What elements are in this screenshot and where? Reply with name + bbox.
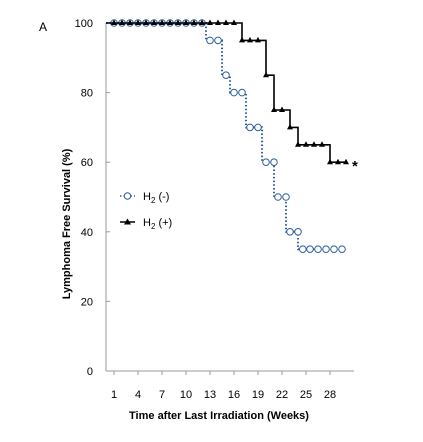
y-tick-label: 100 — [75, 18, 93, 30]
x-tick-label: 25 — [300, 389, 312, 401]
data-point — [199, 19, 205, 25]
data-point — [135, 19, 141, 25]
x-tick-label: 10 — [180, 389, 192, 401]
series-layer — [106, 19, 349, 253]
data-point — [274, 193, 282, 201]
data-point — [223, 19, 229, 25]
data-point — [286, 228, 294, 236]
series-h2-minus — [106, 19, 346, 253]
data-point — [343, 158, 349, 165]
data-point — [303, 141, 309, 147]
data-point — [262, 158, 270, 166]
y-tick-label: 80 — [81, 88, 93, 100]
x-tick-label: 16 — [228, 389, 240, 401]
data-point — [119, 19, 125, 25]
data-point — [239, 36, 245, 43]
data-point — [143, 19, 149, 25]
series-line — [106, 22, 346, 163]
data-point — [167, 19, 173, 25]
data-point — [327, 158, 333, 165]
data-point — [263, 71, 269, 78]
x-axis: 1 4 7 10 13 16 19 22 25 28 — [106, 370, 354, 401]
data-point — [206, 36, 214, 45]
data-point — [230, 88, 238, 97]
y-tick-label: 60 — [81, 157, 93, 169]
data-point — [151, 19, 157, 25]
legend-entry-h2-minus: H2 (-) — [120, 191, 169, 205]
data-point — [246, 123, 254, 132]
series-line — [106, 22, 346, 251]
y-tick-label: 20 — [81, 296, 93, 308]
legend-label-h2-plus: H2 (+) — [143, 217, 172, 231]
data-point — [314, 245, 322, 253]
data-point — [127, 19, 133, 25]
panel-label: A — [39, 20, 47, 34]
legend: H2 (-) H2 (+) — [120, 191, 172, 231]
data-point — [282, 193, 290, 201]
data-point — [338, 245, 346, 253]
x-axis-title: Time after Last Irradiation (Weeks) — [129, 410, 309, 422]
significance-asterisk: * — [352, 158, 358, 175]
data-point — [271, 106, 277, 112]
y-tick-label: 0 — [87, 366, 93, 378]
y-axis-title: Lymphoma Free Survival (%) — [61, 148, 73, 299]
data-point — [279, 106, 285, 112]
legend-entry-h2-plus: H2 (+) — [120, 217, 172, 231]
x-tick-label: 7 — [159, 389, 165, 401]
data-point — [222, 71, 230, 79]
data-point — [254, 123, 262, 132]
data-point — [159, 19, 165, 25]
data-point — [319, 141, 325, 147]
y-axis: 0 20 40 60 80 100 — [75, 18, 110, 378]
data-point — [294, 228, 302, 236]
x-tick-label: 13 — [204, 389, 216, 401]
legend-label-h2-minus: H2 (-) — [143, 191, 169, 205]
data-point — [231, 19, 237, 25]
data-point — [311, 141, 317, 147]
data-point — [270, 158, 278, 166]
x-tick-label: 1 — [111, 389, 117, 401]
data-point — [183, 19, 189, 25]
data-point — [299, 245, 307, 253]
data-point — [214, 36, 222, 45]
data-point — [215, 19, 221, 25]
data-point — [322, 245, 330, 253]
data-point — [295, 141, 301, 147]
series-h2-plus — [106, 19, 349, 165]
legend-marker-h2-plus — [124, 218, 131, 225]
data-point — [255, 36, 261, 43]
x-tick-label: 19 — [252, 389, 264, 401]
x-tick-label: 22 — [276, 389, 288, 401]
y-tick-label: 40 — [81, 227, 93, 239]
x-tick-label: 28 — [324, 389, 336, 401]
data-point — [191, 19, 197, 25]
data-point — [306, 245, 314, 253]
data-point — [175, 19, 181, 25]
data-point — [247, 36, 253, 43]
legend-marker-h2-minus — [123, 192, 132, 200]
data-point — [207, 19, 213, 25]
data-point — [111, 19, 117, 25]
data-point — [287, 123, 293, 130]
data-point — [335, 158, 341, 165]
data-point — [238, 88, 246, 97]
data-point — [330, 245, 338, 253]
x-tick-label: 4 — [135, 389, 141, 401]
